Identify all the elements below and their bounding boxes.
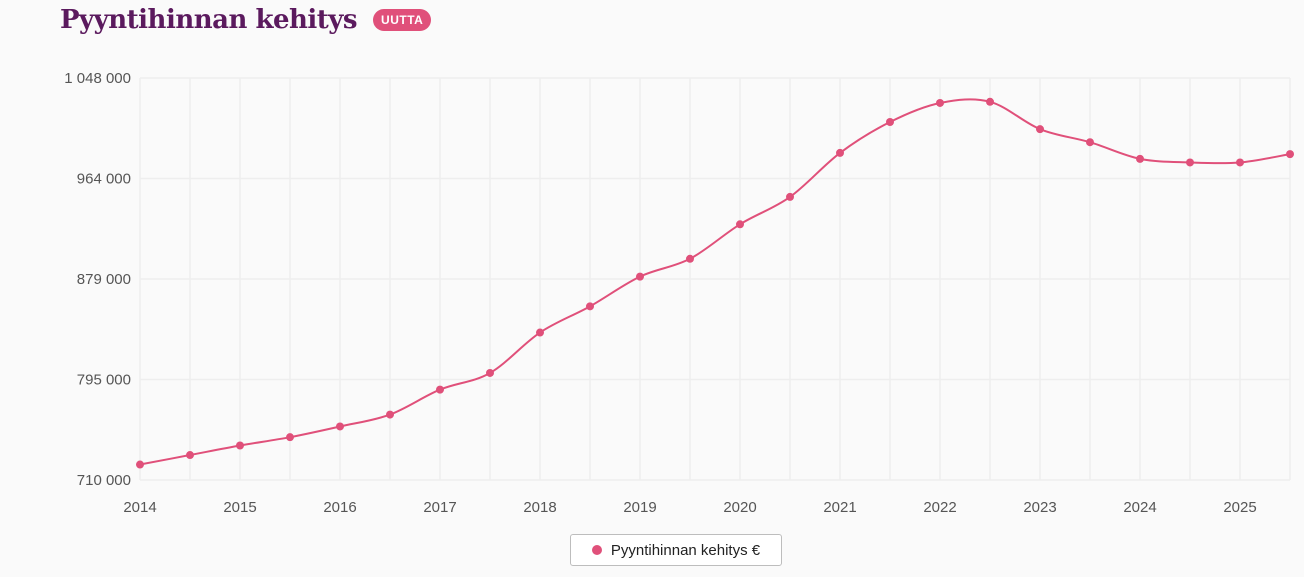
y-tick-label: 795 000 [77,372,131,389]
grid [139,77,1291,481]
x-tick-label: 2021 [823,499,856,516]
data-point[interactable] [1186,158,1194,167]
data-point[interactable] [1236,158,1244,167]
chart-title: Pyyntihinnan kehitys [60,5,358,35]
x-tick-label: 2019 [623,499,656,516]
legend[interactable]: Pyyntihinnan kehitys € [570,534,782,566]
data-point[interactable] [236,441,244,450]
data-point[interactable] [686,254,694,263]
data-point[interactable] [986,97,994,106]
series-line [139,98,1291,466]
data-point[interactable] [1136,154,1144,163]
data-point[interactable] [536,328,544,337]
data-point[interactable] [1286,150,1294,159]
data-point[interactable] [336,422,344,431]
x-tick-label: 2024 [1123,499,1156,516]
x-axis-ticks: 2014 2015 2016 2017 2018 2019 2020 2021 2022 2023… [123,499,1256,516]
data-point[interactable] [486,368,494,377]
data-point[interactable] [586,302,594,311]
x-tick-label: 2022 [923,499,956,516]
data-point[interactable] [1086,138,1094,147]
x-tick-label: 2014 [123,499,156,516]
new-badge: UUTTA [373,9,432,31]
legend-label: Pyyntihinnan kehitys € [610,541,761,559]
x-tick-label: 2015 [223,499,256,516]
data-point[interactable] [836,148,844,157]
data-point[interactable] [286,433,294,442]
x-tick-label: 2018 [523,499,556,516]
x-tick-label: 2025 [1223,499,1256,516]
data-point[interactable] [136,460,144,469]
data-point[interactable] [736,220,744,229]
x-tick-label: 2023 [1023,499,1056,516]
data-point[interactable] [186,451,194,460]
data-point[interactable] [436,385,444,394]
data-point[interactable] [936,98,944,107]
legend-marker-icon [591,545,602,555]
chart-header: Pyyntihinnan kehitys UUTTA [60,0,432,40]
data-point[interactable] [386,410,394,419]
data-point[interactable] [636,272,644,281]
data-point[interactable] [1036,125,1044,134]
data-point[interactable] [886,118,894,127]
y-tick-label: 1 048 000 [64,70,131,87]
data-point[interactable] [786,192,794,201]
y-axis-ticks: 1 048 000 964 000 879 000 795 000 710 000 [64,70,131,489]
y-tick-label: 710 000 [77,472,131,489]
x-tick-label: 2016 [323,499,356,516]
y-tick-label: 879 000 [77,271,131,288]
x-tick-label: 2017 [423,499,456,516]
x-tick-label: 2020 [723,499,756,516]
series-points [136,97,1294,469]
y-tick-label: 964 000 [77,171,131,188]
